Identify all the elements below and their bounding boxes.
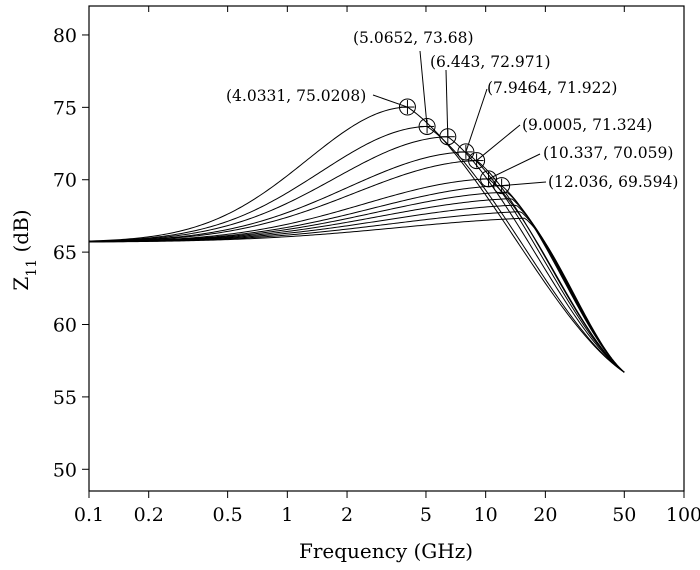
annotation-leader-line	[488, 153, 541, 180]
annotation-leader-line	[501, 181, 547, 187]
y-tick-label: 70	[53, 170, 77, 192]
x-tick-label: 1	[281, 504, 293, 526]
annotation-leader-line	[465, 88, 488, 153]
peak-marker-2	[418, 117, 436, 135]
x-axis-label: Frequency (GHz)	[299, 539, 473, 563]
peak-annotation-label: (7.9464, 71.922)	[487, 79, 617, 97]
z11-curve-3	[88, 136, 625, 373]
z11-curve-8	[88, 191, 625, 373]
y-tick-label: 55	[53, 387, 77, 409]
annotation-leader-line	[476, 124, 521, 161]
y-tick-label: 65	[53, 242, 77, 264]
z11-curve-4	[88, 151, 625, 373]
annotation-leader-line	[419, 50, 428, 127]
x-tick-label: 0.5	[213, 504, 243, 526]
y-axis-label-main: Z	[9, 277, 33, 291]
z11-curve-5	[88, 160, 625, 373]
z11-curve-12	[89, 217, 625, 373]
y-axis-label: Z11 (dB)	[9, 209, 40, 290]
annotation-leader-line	[445, 69, 449, 137]
z11-curve-10	[88, 204, 625, 373]
peak-marker-1	[398, 98, 416, 116]
z11-curve-6	[88, 178, 625, 373]
y-axis-ticks: 50 55 60 65 70 75 80	[53, 25, 89, 481]
peak-annotation-label: (5.0652, 73.68)	[353, 29, 474, 47]
curve-group	[88, 106, 625, 373]
x-tick-label: 0.1	[74, 504, 104, 526]
y-axis-label-unit: (dB)	[9, 209, 33, 258]
peak-annotation-label: (9.0005, 71.324)	[522, 116, 652, 134]
annotation-group: (4.0331, 75.0208) (5.0652, 73.68) (6.443, …	[226, 29, 678, 191]
x-tick-label: 50	[612, 504, 636, 526]
y-axis-label-subscript: 11	[24, 259, 40, 277]
x-tick-label: 0.2	[134, 504, 164, 526]
z11-curve-2	[88, 126, 625, 373]
x-tick-label: 20	[533, 504, 557, 526]
peak-marker-7	[493, 177, 511, 195]
y-tick-label: 75	[53, 97, 77, 119]
peak-marker-5	[468, 152, 486, 170]
z11-curve-1	[88, 106, 625, 373]
annotation-leader-group	[372, 50, 547, 187]
x-tick-label: 100	[666, 504, 700, 526]
annotation-leader-line	[372, 94, 408, 108]
peak-annotation-label: (6.443, 72.971)	[430, 53, 551, 71]
x-tick-label: 10	[474, 504, 498, 526]
y-tick-label: 60	[53, 315, 77, 337]
plot-frame	[88, 5, 685, 492]
peak-marker-4	[457, 143, 475, 161]
peak-annotation-label: (10.337, 70.059)	[543, 144, 673, 162]
peak-annotation-label: (12.036, 69.594)	[548, 173, 678, 191]
y-tick-label: 80	[53, 25, 77, 47]
y-tick-label: 50	[53, 459, 77, 481]
x-tick-label: 5	[420, 504, 432, 526]
peak-annotation-label: (4.0331, 75.0208)	[226, 87, 366, 105]
z11-curve-7	[88, 185, 625, 373]
x-tick-label: 2	[341, 504, 353, 526]
x-axis-ticks: 0.1 0.2 0.5 1 2 5 10 20 50 100	[74, 6, 700, 526]
